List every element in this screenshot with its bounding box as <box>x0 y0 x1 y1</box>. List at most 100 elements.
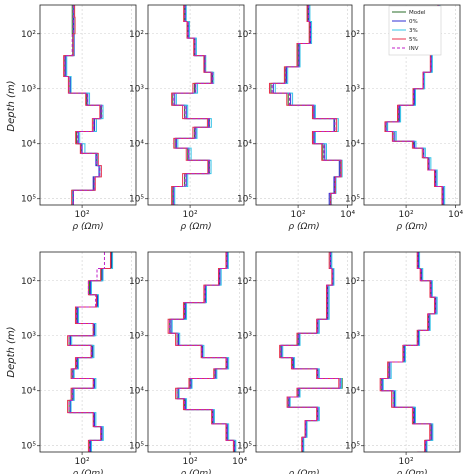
x-tick-label: 10² <box>399 457 414 467</box>
y-tick-label: 10⁴ <box>21 387 36 397</box>
panels: 10² 10³ 10⁴ 10⁵ 10² ρ (Ωm) 10² 10³ 10⁴ 10⁵ 10² ρ (Ω… <box>21 4 464 474</box>
series-line-5pct <box>279 252 340 452</box>
y-tick-label: 10³ <box>345 332 360 342</box>
series-line-5pct <box>167 252 234 452</box>
y-tick-label: 10⁴ <box>129 140 144 150</box>
x-axis-label: ρ (Ωm) <box>180 222 211 232</box>
panel-frame <box>39 251 137 453</box>
y-tick-label: 10³ <box>129 85 144 95</box>
y-tick-label: 10⁴ <box>129 387 144 397</box>
panel-curves <box>171 5 215 205</box>
panel-frame <box>147 251 245 453</box>
series-line-3pct <box>382 252 438 452</box>
panel-curves <box>384 5 451 205</box>
x-tick-label: 10² <box>75 457 90 467</box>
series-line-model <box>169 252 235 452</box>
series-line-model <box>380 252 436 452</box>
x-tick-label: 10⁴ <box>232 457 247 467</box>
panel-7: 10² 10³ 10⁴ 10⁵ ρ (Ωm) <box>237 251 353 474</box>
y-tick-label: 10² <box>129 30 144 40</box>
y-tick-label: 10⁴ <box>237 140 252 150</box>
series-line-5pct <box>379 252 435 452</box>
y-tick-label: 10³ <box>237 332 252 342</box>
y-tick-label: 10³ <box>21 332 36 342</box>
series-line-5pct <box>67 252 111 452</box>
y-tick-label: 10⁵ <box>129 195 144 205</box>
panel-curves <box>63 5 104 205</box>
panel-frame <box>255 4 353 206</box>
x-axis-label: ρ (Ωm) <box>396 469 427 474</box>
y-tick-label: 10⁵ <box>237 195 252 205</box>
legend-label: Model <box>409 10 426 16</box>
y-tick-label: 10³ <box>129 332 144 342</box>
y-tick-label: 10⁵ <box>129 442 144 452</box>
x-tick-label: 10⁴ <box>448 210 463 220</box>
y-tick-label: 10² <box>237 30 252 40</box>
x-tick-label: 10² <box>291 210 306 220</box>
panel-curves <box>167 252 237 452</box>
ylabel-top-row: Depth (m) <box>6 80 17 131</box>
y-tick-label: 10² <box>345 30 360 40</box>
x-tick-label: 10² <box>399 210 414 220</box>
y-tick-label: 10⁵ <box>237 442 252 452</box>
y-tick-label: 10² <box>21 277 36 287</box>
panel-frame <box>363 4 461 206</box>
y-tick-label: 10⁴ <box>345 140 360 150</box>
series-line-0pct <box>381 252 437 452</box>
legend-label: 0% <box>409 19 418 25</box>
x-axis-label: ρ (Ωm) <box>72 222 103 232</box>
y-tick-label: 10² <box>345 277 360 287</box>
x-axis-label: ρ (Ωm) <box>72 469 103 474</box>
y-tick-label: 10⁵ <box>345 195 360 205</box>
panel-6: 10² 10³ 10⁴ 10⁵ 10² 10⁴ ρ (Ωm) <box>129 251 248 474</box>
ylabel-bottom-row: Depth (m) <box>6 326 17 377</box>
series-line-inv <box>172 5 214 205</box>
series-line-5pct <box>384 5 448 205</box>
panel-frame <box>255 251 353 453</box>
x-axis-label: ρ (Ωm) <box>288 222 319 232</box>
panel-curves <box>379 252 438 452</box>
panel-4: 10² 10³ 10⁴ 10⁵ 10² 10⁴ ρ (Ωm) <box>345 4 464 232</box>
y-tick-label: 10² <box>21 30 36 40</box>
x-tick-label: 10² <box>75 210 90 220</box>
series-line-5pct <box>63 5 102 205</box>
panel-frame <box>363 251 461 453</box>
panel-2: 10² 10³ 10⁴ 10⁵ 10² ρ (Ωm) <box>129 4 245 232</box>
series-line-0pct <box>170 252 236 452</box>
series-line-inv <box>68 252 105 452</box>
series-line-inv <box>169 252 235 452</box>
series-line-inv <box>280 252 341 452</box>
panel-frame <box>147 4 245 206</box>
x-axis-label: ρ (Ωm) <box>396 222 427 232</box>
y-tick-label: 10³ <box>21 85 36 95</box>
y-tick-label: 10⁵ <box>21 442 36 452</box>
panel-curves <box>268 5 343 205</box>
panel-5: 10² 10³ 10⁴ 10⁵ 10² ρ (Ωm) <box>21 251 137 474</box>
panel-3: 10² 10³ 10⁴ 10⁵ 10² 10⁴ ρ (Ωm) <box>237 4 356 232</box>
panel-curves <box>67 252 114 452</box>
x-tick-label: 10² <box>183 457 198 467</box>
series-line-5pct <box>268 5 342 205</box>
panel-8: 10² 10³ 10⁴ 10⁵ 10² ρ (Ωm) <box>345 251 461 474</box>
panel-curves <box>279 252 343 452</box>
y-tick-label: 10² <box>129 277 144 287</box>
y-tick-label: 10⁴ <box>237 387 252 397</box>
y-tick-label: 10⁴ <box>345 387 360 397</box>
y-tick-label: 10² <box>237 277 252 287</box>
y-tick-label: 10³ <box>237 85 252 95</box>
series-line-inv <box>271 5 342 205</box>
y-tick-label: 10⁵ <box>21 195 36 205</box>
legend: Model 0% 3% 5% INV <box>388 5 442 56</box>
x-axis-label: ρ (Ωm) <box>288 469 319 474</box>
x-axis-label: ρ (Ωm) <box>180 469 211 474</box>
series-line-inv <box>64 5 103 205</box>
legend-label: 5% <box>409 37 418 43</box>
y-tick-label: 10⁵ <box>345 442 360 452</box>
y-tick-label: 10⁴ <box>21 140 36 150</box>
legend-label: INV <box>409 46 419 52</box>
x-tick-label: 10⁴ <box>340 210 355 220</box>
y-tick-label: 10³ <box>345 85 360 95</box>
series-line-inv <box>380 252 436 452</box>
legend-label: 3% <box>409 28 418 34</box>
